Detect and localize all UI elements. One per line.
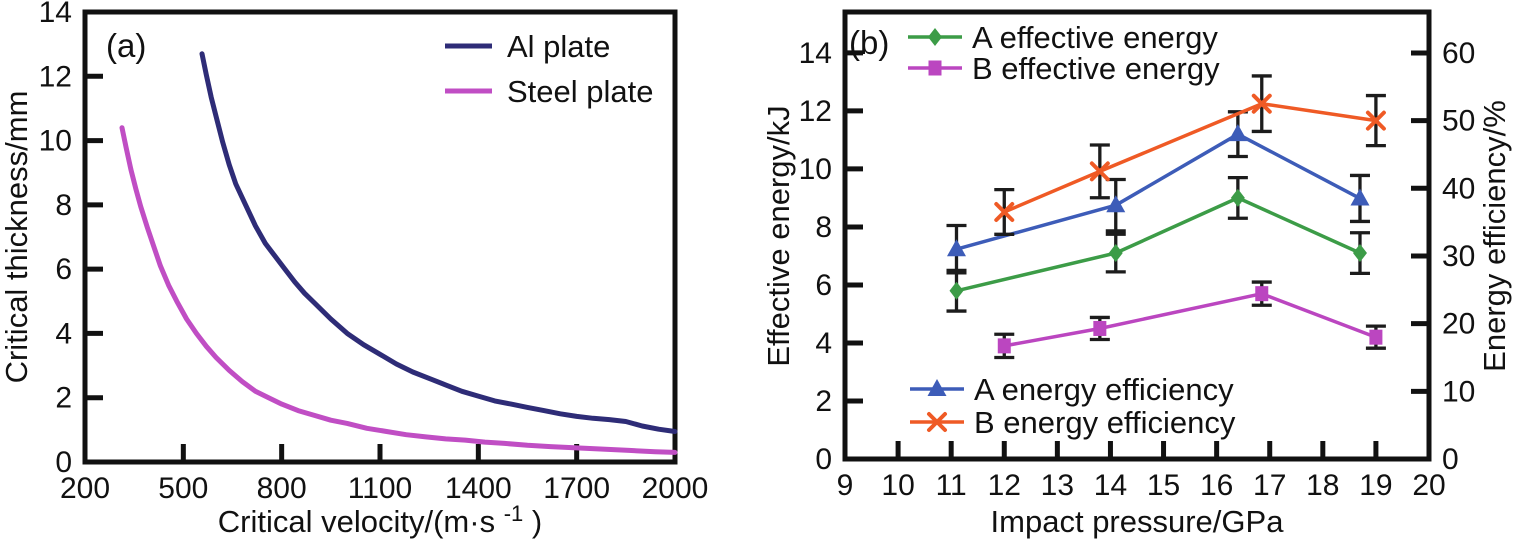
panel-a-ticks: 200 500 800 1100 1400 1700 2000 0 2 4 6 8 10 12 14 (39, 0, 709, 505)
y-tick-label: 6 (815, 269, 832, 302)
legend-label: A effective energy (972, 20, 1218, 55)
x-tick-label: 19 (1359, 469, 1392, 502)
x-tick-label: 14 (1094, 469, 1127, 502)
triangle-marker (1350, 188, 1370, 206)
x-marker (927, 412, 947, 432)
series-line (199, 51, 678, 434)
legend-label-al-plate: Al plate (507, 29, 610, 64)
square-marker (1369, 329, 1383, 345)
diamond-marker (1230, 188, 1245, 207)
square-marker (1255, 286, 1269, 302)
panel-a-label: (a) (106, 27, 146, 64)
y-tick-label: 14 (39, 0, 72, 29)
x-tick-label: 1700 (543, 472, 610, 505)
y-tick-label: 2 (815, 385, 832, 418)
legend-label: A energy efficiency (974, 372, 1234, 407)
x-tick-label: 9 (837, 469, 854, 502)
panel-a-series (119, 51, 678, 455)
panel-b: 9 10 11 12 13 14 15 16 17 18 19 2002468101214010203… (761, 9, 1512, 539)
y-tick-label: 12 (799, 95, 832, 128)
series-line (954, 132, 1362, 251)
x-tick-label: 1100 (348, 472, 413, 505)
x-tick-label: 2000 (642, 472, 709, 505)
series-line (1002, 291, 1378, 348)
square-marker (1093, 320, 1107, 336)
x-tick-label: 11 (936, 469, 967, 502)
panel-a-legend: Al plate Steel plate (445, 29, 654, 109)
legend-label: B energy efficiency (974, 405, 1236, 440)
y-tick-label: 10 (1442, 375, 1475, 408)
square-marker (928, 60, 942, 76)
x-tick-label: 13 (1041, 469, 1074, 502)
triangle-marker (1228, 124, 1248, 142)
y-tick-label: 4 (55, 317, 72, 350)
x-tick-label: 1400 (445, 472, 512, 505)
series-line (119, 125, 678, 455)
x-marker (1251, 93, 1272, 114)
square-marker (997, 338, 1011, 354)
x-tick-label: 12 (988, 469, 1021, 502)
y-tick-label: 4 (815, 327, 832, 360)
x-tick-label: 16 (1200, 469, 1233, 502)
y-tick-label: 0 (55, 446, 72, 479)
y-tick-label: 20 (1442, 308, 1475, 341)
triangle-marker (927, 379, 947, 396)
panel-a-y-axis-title: Critical thickness/mm (0, 91, 34, 384)
diamond-marker (928, 28, 942, 46)
x-tick-label: 15 (1147, 469, 1180, 502)
legend-label: B effective energy (972, 51, 1220, 86)
panel-b-x-axis-title: Impact pressure/GPa (991, 504, 1285, 539)
y-tick-label: 14 (799, 37, 832, 70)
y-tick-label: 2 (55, 382, 72, 415)
x-axis-title-superscript: -1 (504, 501, 524, 526)
y-tick-label: 0 (815, 443, 832, 476)
y-tick-label: 6 (55, 253, 72, 286)
diamond-marker (1352, 244, 1367, 263)
series-line (954, 196, 1362, 293)
legend-label-steel-plate: Steel plate (507, 74, 654, 109)
triangle-marker (1106, 195, 1126, 213)
panel-b-ticks: 9 10 11 12 13 14 15 16 17 18 19 2002468101214010203… (799, 37, 1476, 502)
x-marker (1365, 110, 1386, 131)
diamond-marker (949, 281, 964, 300)
y-tick-label: 30 (1442, 240, 1475, 273)
x-tick-label: 20 (1412, 469, 1445, 502)
x-tick-label: 500 (158, 472, 208, 505)
y-tick-label: 8 (815, 211, 832, 244)
panel-b-frame (842, 9, 1432, 462)
y-tick-label: 8 (55, 189, 72, 222)
y-tick-label: 12 (39, 60, 72, 93)
x-axis-title-end: ) (532, 504, 542, 539)
panel-b-right-y-axis-title: Energy efficiency/% (1477, 100, 1512, 372)
x-marker (994, 201, 1015, 222)
panel-b-label: (b) (849, 24, 889, 61)
x-tick-label: 18 (1306, 469, 1339, 502)
x-tick-label: 800 (257, 472, 307, 505)
triangle-marker (946, 239, 966, 257)
y-tick-label: 40 (1442, 172, 1475, 205)
x-axis-title-main: Critical velocity/(m·s (218, 504, 495, 539)
panel-a-x-axis-title: Critical velocity/(m·s -1 ) (218, 493, 542, 539)
x-tick-label: 200 (60, 472, 110, 505)
diamond-marker (1108, 244, 1123, 263)
series-line (1002, 101, 1378, 214)
panel-a: 200 500 800 1100 1400 1700 2000 0 2 4 6 8 10 12 14 (a)… (0, 0, 708, 539)
y-tick-label: 10 (799, 153, 832, 186)
panel-b-left-y-axis-title: Effective energy/kJ (761, 105, 796, 366)
y-tick-label: 60 (1442, 37, 1475, 70)
y-tick-label: 50 (1442, 105, 1475, 138)
y-tick-label: 10 (39, 125, 72, 158)
panel-b-series (946, 74, 1386, 360)
y-tick-label: 0 (1442, 443, 1459, 476)
x-tick-label: 10 (881, 469, 914, 502)
x-marker (1089, 161, 1110, 182)
x-tick-label: 17 (1253, 469, 1286, 502)
